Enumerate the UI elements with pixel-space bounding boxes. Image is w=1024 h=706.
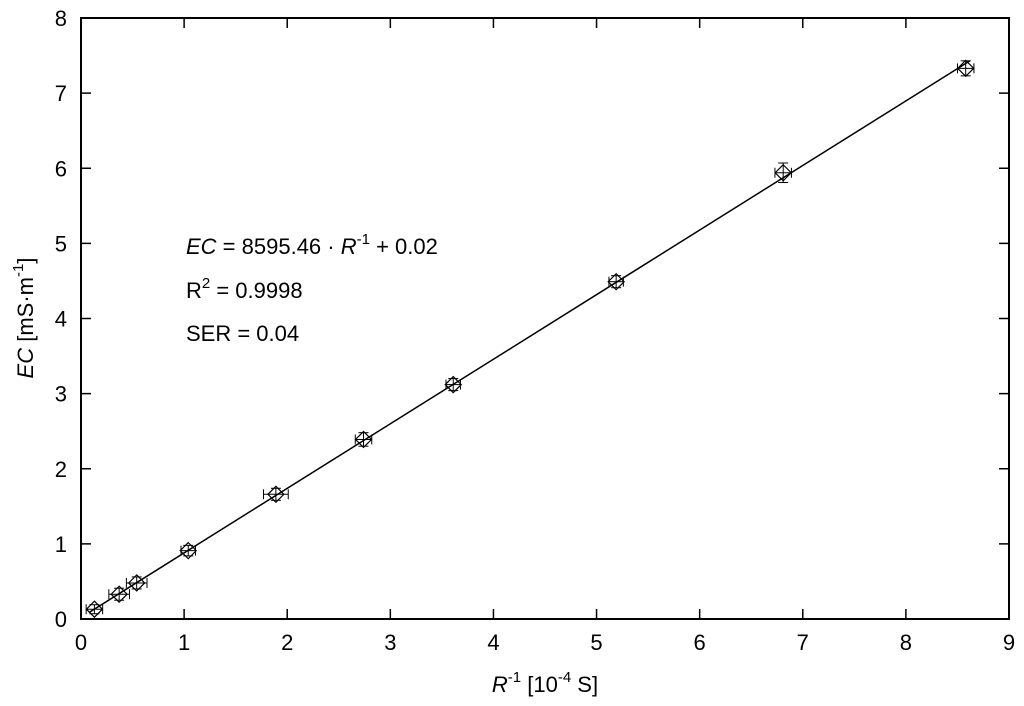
diamond-marker — [774, 163, 793, 182]
diamond-marker — [110, 585, 128, 604]
x-axis-title: R-1 [10-4 S] — [492, 669, 598, 697]
data-points-layer — [85, 59, 975, 619]
diamond-marker — [85, 600, 104, 619]
ser-annotation: SER = 0.04 — [186, 321, 299, 346]
y-tick-label: 6 — [55, 156, 67, 181]
x-tick-label: 3 — [384, 630, 396, 655]
diamond-marker — [179, 541, 198, 560]
data-point — [108, 585, 130, 604]
x-tick-label: 7 — [797, 630, 809, 655]
x-tick-label: 6 — [694, 630, 706, 655]
x-tick-label: 1 — [178, 630, 190, 655]
diamond-marker — [607, 272, 625, 291]
x-tick-label: 9 — [1003, 630, 1015, 655]
x-tick-label: 4 — [487, 630, 499, 655]
y-tick-label: 3 — [55, 382, 67, 407]
y-tick-label: 7 — [55, 81, 67, 106]
y-tick-label: 2 — [55, 457, 67, 482]
x-tick-label: 8 — [900, 630, 912, 655]
y-tick-label: 1 — [55, 532, 67, 557]
fit-line-layer — [88, 60, 971, 613]
diamond-marker — [354, 430, 373, 449]
y-tick-label: 4 — [55, 307, 67, 332]
x-tick-label: 2 — [281, 630, 293, 655]
data-point — [607, 272, 625, 291]
y-tick-label: 5 — [55, 231, 67, 256]
diamond-marker — [956, 59, 975, 78]
data-point — [444, 375, 463, 394]
x-axis-ticks: 0 1 2 3 4 5 6 7 8 9 — [75, 18, 1015, 655]
y-tick-label: 0 — [55, 607, 67, 632]
data-point — [85, 600, 104, 619]
data-point — [179, 541, 198, 560]
x-tick-label: 0 — [75, 630, 87, 655]
y-axis-ticks: 0 1 2 3 4 5 6 7 8 — [55, 6, 1009, 632]
fit-equation-annotation: EC = 8595.46 · R-1 + 0.02 — [186, 231, 438, 259]
diamond-marker — [267, 485, 285, 504]
data-point — [125, 574, 148, 592]
plot-frame — [80, 17, 1010, 620]
data-point — [354, 430, 373, 449]
r-squared-annotation: R2 = 0.9998 — [186, 275, 303, 303]
diamond-marker — [444, 375, 463, 394]
data-point — [263, 485, 289, 504]
data-point — [774, 162, 793, 184]
x-tick-label: 5 — [590, 630, 602, 655]
y-tick-label: 8 — [55, 6, 67, 31]
data-point — [956, 59, 975, 78]
fit-line — [88, 60, 971, 613]
diamond-marker — [127, 574, 146, 592]
y-axis-title: EC [mS·m-1] — [10, 258, 38, 379]
